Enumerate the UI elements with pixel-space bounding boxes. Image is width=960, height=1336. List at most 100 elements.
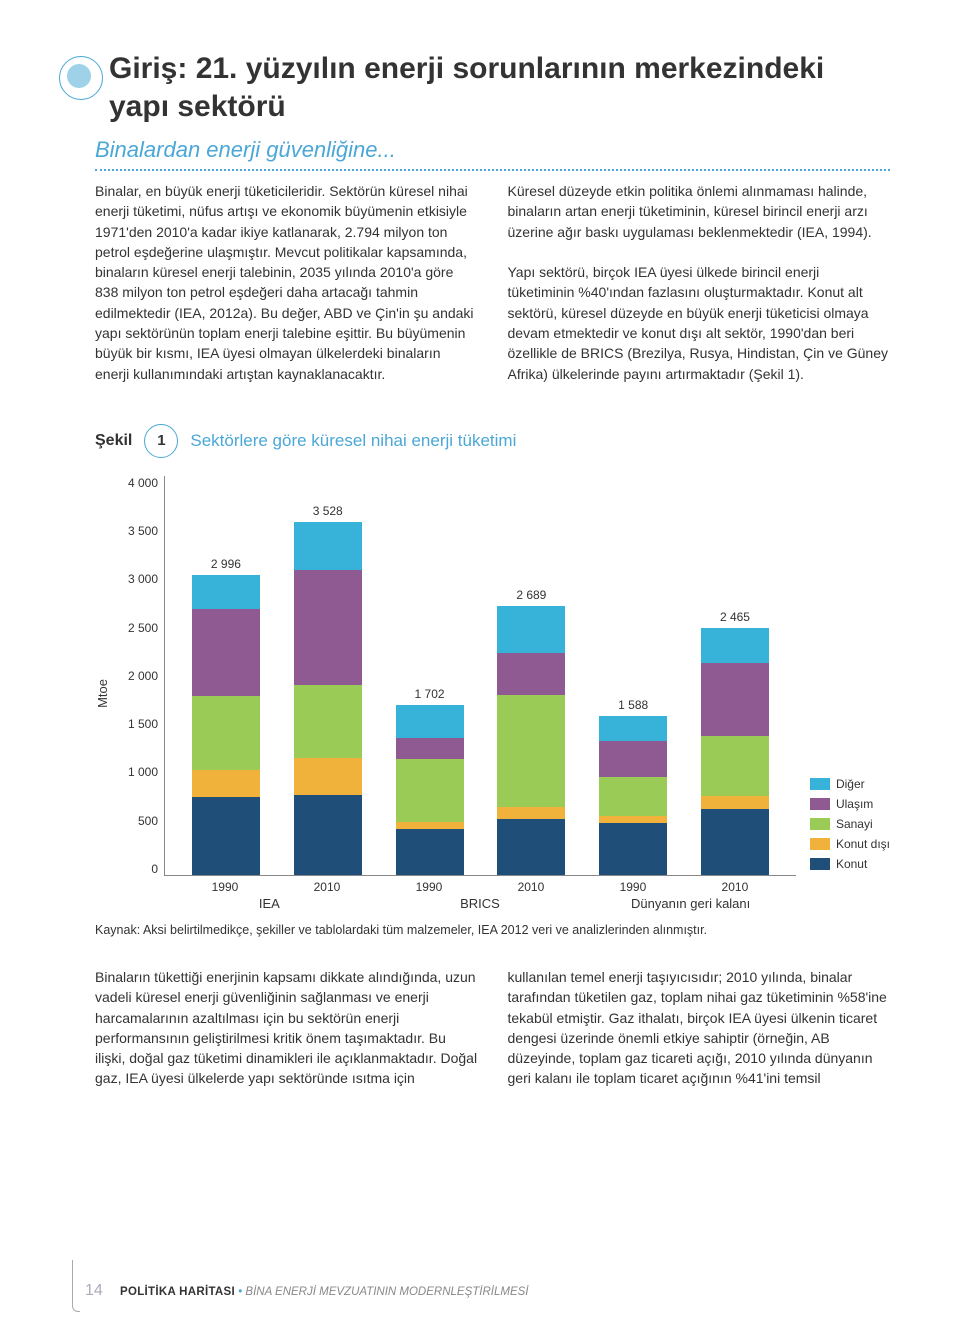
bar-segment (396, 705, 464, 738)
chart: Mtoe 4 000 3 500 3 000 2 500 2 000 1 500 1 000… (95, 476, 890, 911)
x-label: 2010 (497, 880, 565, 894)
bar-segment (396, 822, 464, 829)
page-title: Giriş: 21. yüzyılın enerji sorunlarının … (109, 50, 890, 125)
bar-column: 1 702 (396, 705, 464, 875)
bar-total-label: 3 528 (313, 504, 343, 518)
heading-bullet-icon (59, 56, 103, 100)
page-number: 14 (85, 1282, 103, 1300)
legend-label: Ulaşım (836, 797, 873, 811)
legend-swatch (810, 858, 830, 870)
bar-segment (294, 685, 362, 758)
legend-label: Konut dışı (836, 837, 890, 851)
x-label: 1990 (395, 880, 463, 894)
legend-swatch (810, 778, 830, 790)
chart-source: Kaynak: Aksi belirtilmedikçe, şekiller v… (95, 923, 890, 937)
y-tick: 0 (151, 862, 158, 876)
x-label: 1990 (599, 880, 667, 894)
bar-segment (599, 741, 667, 777)
legend-item: Ulaşım (810, 797, 890, 811)
legend-item: Sanayi (810, 817, 890, 831)
footer-rest: BİNA ENERJİ MEVZUATININ MODERNLEŞTİRİLME… (245, 1286, 528, 1298)
bar-segment (599, 816, 667, 823)
y-tick: 3 000 (128, 572, 158, 586)
legend-swatch (810, 818, 830, 830)
y-tick: 3 500 (128, 524, 158, 538)
y-tick: 500 (138, 814, 158, 828)
bar-segment (599, 716, 667, 741)
bar-segment (701, 628, 769, 663)
y-tick: 4 000 (128, 476, 158, 490)
bar-segment (497, 807, 565, 819)
bar-segment (497, 653, 565, 695)
figure-number: 1 (144, 424, 178, 458)
bar-segment (294, 570, 362, 685)
legend-label: Konut (836, 857, 867, 871)
bar-segment (497, 819, 565, 875)
group-label: Dünyanın geri kalanı (585, 896, 796, 911)
bar-segment (192, 797, 260, 875)
body2-columns: Binaların tükettiği enerjinin kapsamı di… (95, 967, 890, 1089)
y-tick: 1 000 (128, 765, 158, 779)
bar-segment (599, 823, 667, 875)
bar-total-label: 1 588 (618, 698, 648, 712)
bar-segment (192, 696, 260, 770)
bar-segment (294, 758, 362, 795)
dotted-divider (95, 169, 890, 171)
bar-total-label: 2 465 (720, 610, 750, 624)
bar-segment (192, 770, 260, 797)
bar-segment (192, 609, 260, 696)
bar-segment (396, 759, 464, 822)
bar-total-label: 2 996 (211, 557, 241, 571)
y-tick: 2 000 (128, 669, 158, 683)
bar-segment (294, 522, 362, 570)
intro-columns: Binalar, en büyük enerji tüketicileridir… (95, 181, 890, 384)
bar-segment (701, 736, 769, 796)
body2-left: Binaların tükettiği enerjinin kapsamı di… (95, 967, 478, 1089)
x-label: 2010 (701, 880, 769, 894)
legend-item: Konut dışı (810, 837, 890, 851)
x-label: 2010 (293, 880, 361, 894)
chart-legend: Diğer Ulaşım Sanayi Konut dışı Konut (810, 777, 890, 911)
bar-column: 2 689 (497, 606, 565, 875)
figure-title: Sektörlere göre küresel nihai enerji tük… (190, 431, 516, 451)
bar-segment (396, 738, 464, 759)
bar-column: 2 465 (701, 628, 769, 875)
body2-right: kullanılan temel enerji taşıyıcısıdır; 2… (508, 967, 891, 1089)
y-axis-label: Mtoe (95, 679, 110, 708)
intro-right: Küresel düzeyde etkin politika önlemi al… (508, 181, 891, 384)
intro-left: Binalar, en büyük enerji tüketicileridir… (95, 181, 478, 384)
chart-bars: 2 996 3 528 1 702 2 689 1 588 2 465 (165, 476, 796, 875)
footer-bold: POLİTİKA HARİTASI (120, 1286, 235, 1298)
bar-column: 1 588 (599, 716, 667, 875)
subtitle: Binalardan enerji güvenliğine... (95, 137, 890, 163)
bar-segment (497, 695, 565, 807)
bar-segment (599, 777, 667, 816)
bar-segment (294, 795, 362, 875)
legend-label: Diğer (836, 777, 865, 791)
bar-segment (497, 606, 565, 653)
bar-segment (701, 663, 769, 736)
bar-segment (701, 796, 769, 809)
legend-label: Sanayi (836, 817, 873, 831)
legend-item: Diğer (810, 777, 890, 791)
bar-column: 2 996 (192, 575, 260, 875)
bar-total-label: 1 702 (415, 687, 445, 701)
group-label: IEA (164, 896, 375, 911)
group-label: BRICS (375, 896, 586, 911)
footer-line: POLİTİKA HARİTASI • BİNA ENERJİ MEVZUATI… (120, 1286, 529, 1298)
group-labels: IEABRICSDünyanın geri kalanı (164, 896, 796, 911)
bar-total-label: 2 689 (516, 588, 546, 602)
bar-segment (396, 829, 464, 875)
bar-column: 3 528 (294, 522, 362, 875)
y-axis-ticks: 4 000 3 500 3 000 2 500 2 000 1 500 1 000 500 0 (116, 476, 164, 876)
y-tick: 1 500 (128, 717, 158, 731)
x-label: 1990 (191, 880, 259, 894)
footer-sep: • (238, 1286, 242, 1298)
legend-swatch (810, 798, 830, 810)
bar-segment (192, 575, 260, 609)
x-axis-labels: 1990 2010 1990 2010 1990 2010 (164, 880, 796, 894)
footer-tick (72, 1260, 80, 1312)
figure-label: Şekil (95, 432, 132, 450)
bar-segment (701, 809, 769, 875)
y-tick: 2 500 (128, 621, 158, 635)
